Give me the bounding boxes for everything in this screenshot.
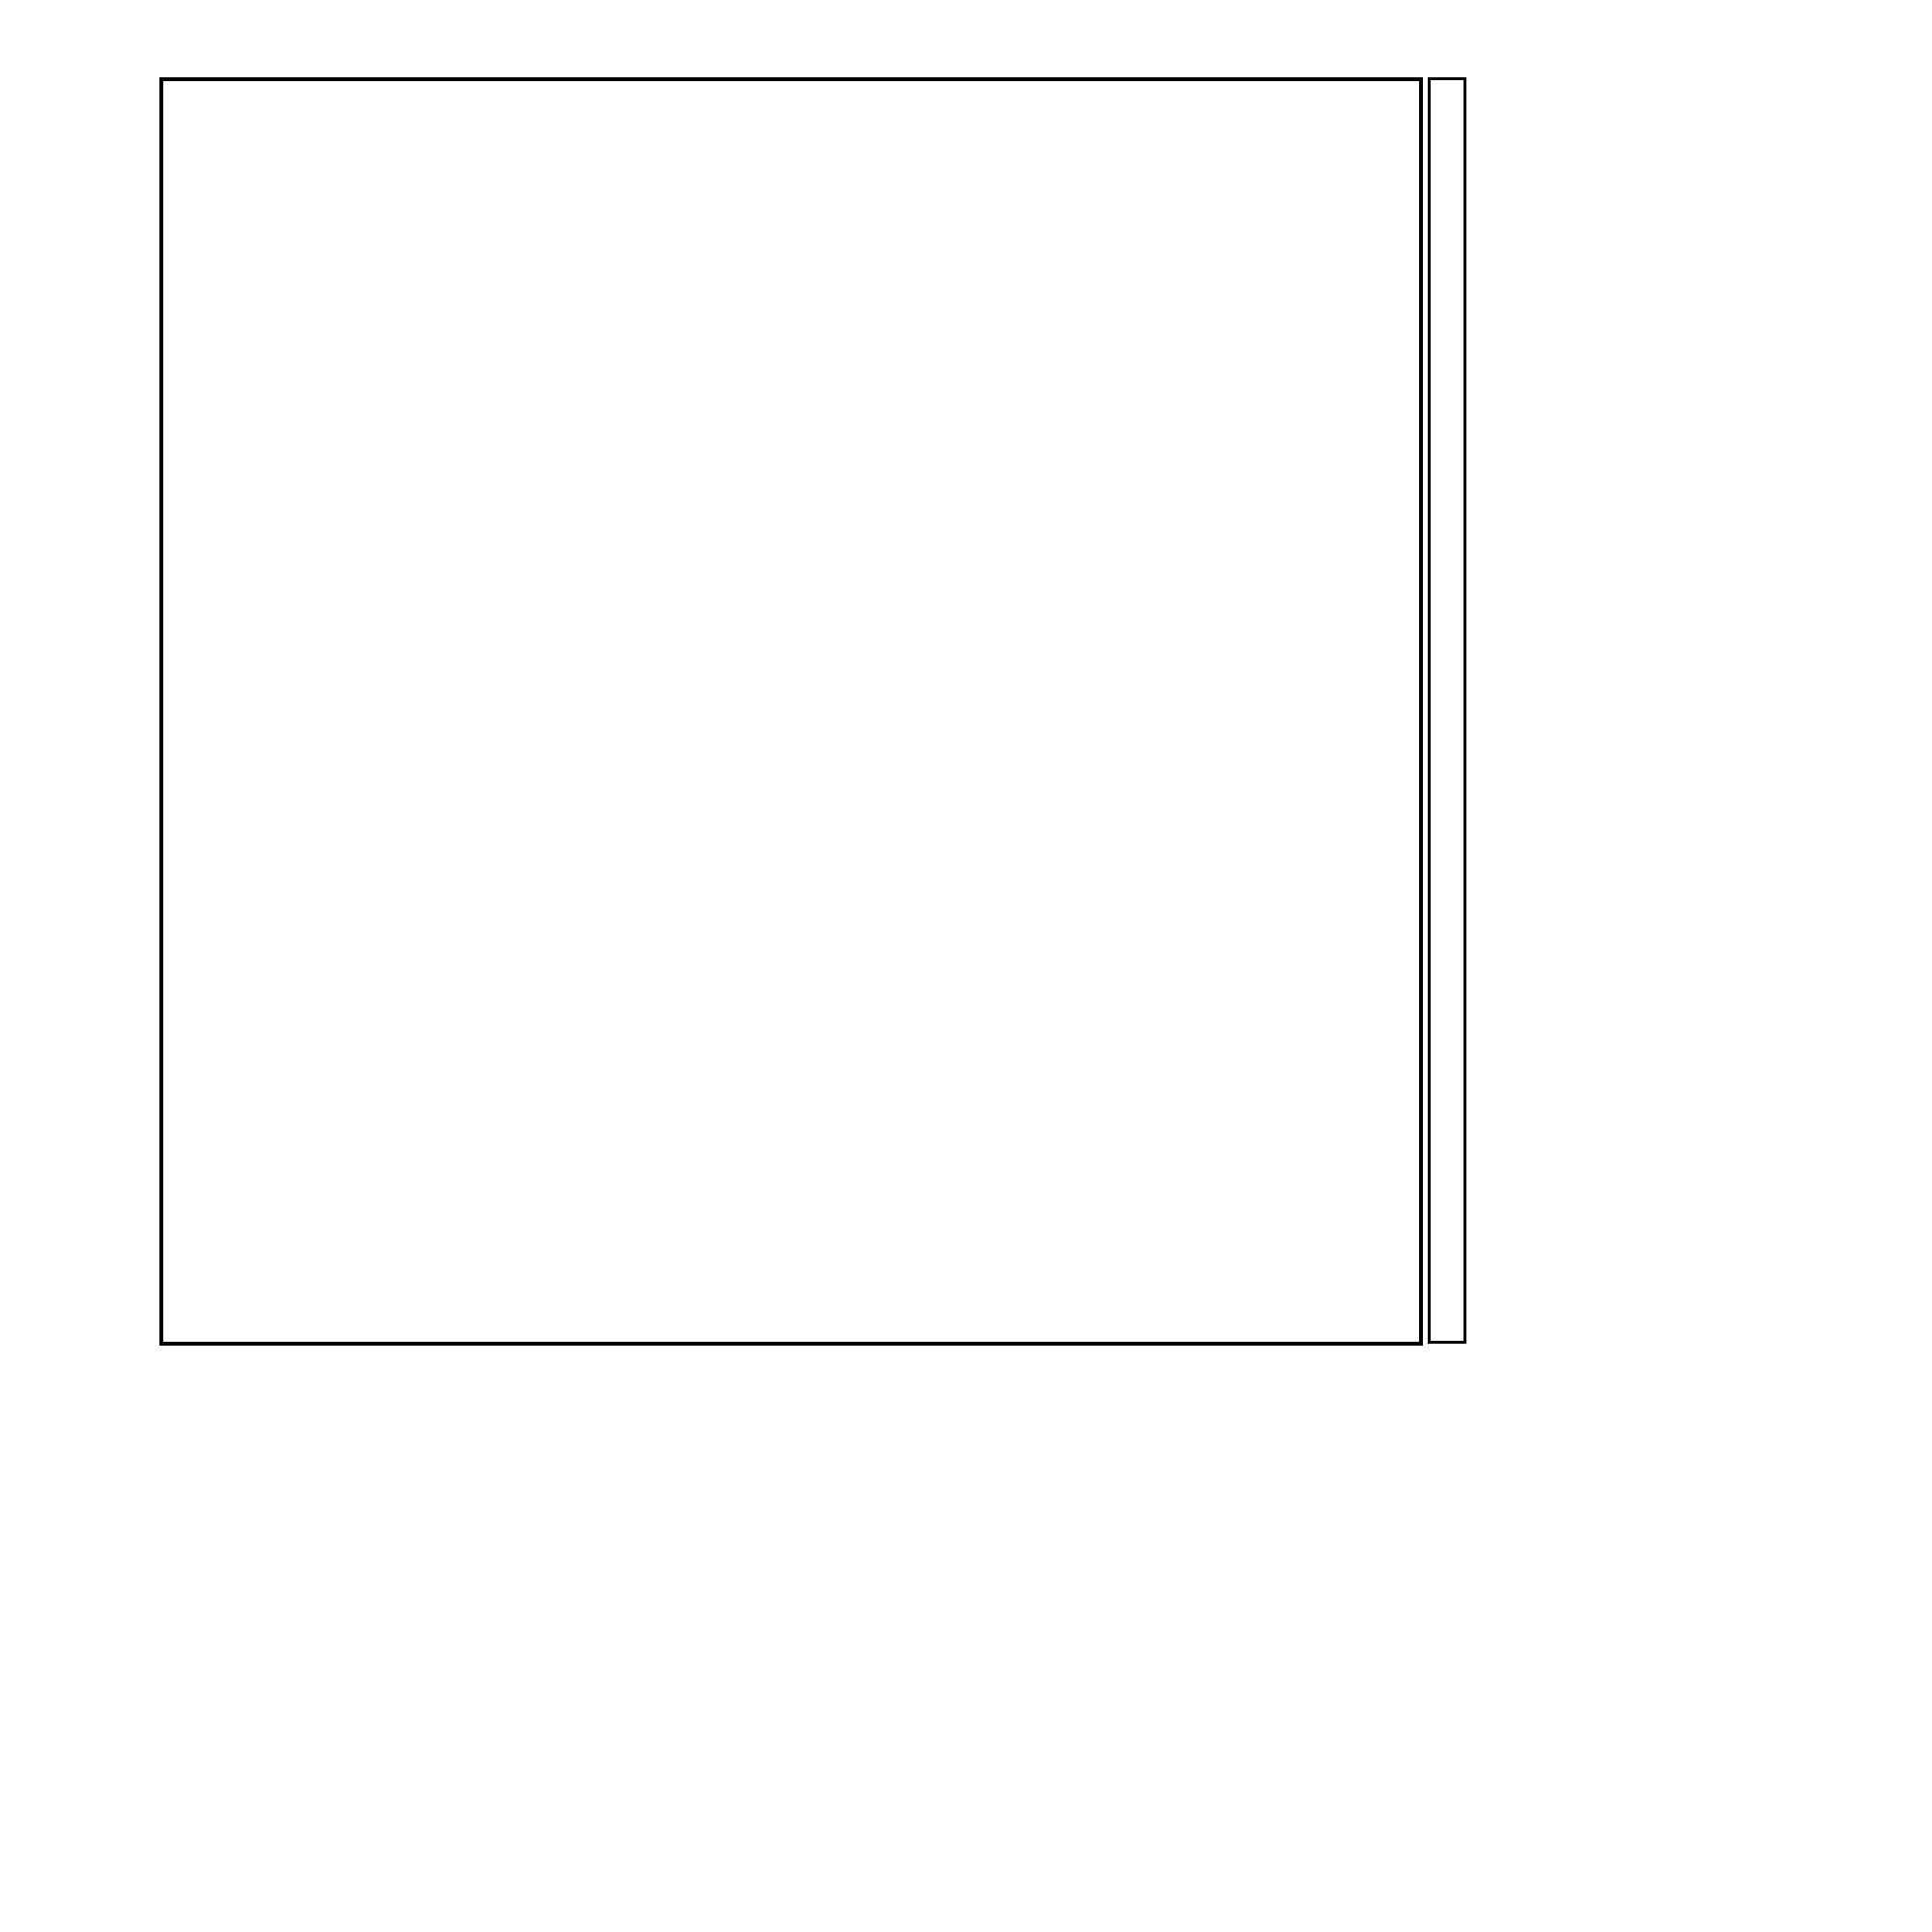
plot-area: [159, 77, 1423, 1346]
colorbar-gradient: [1431, 80, 1463, 1341]
pae-heatmap-canvas: [163, 81, 1419, 1342]
colorbar: [1428, 77, 1466, 1344]
